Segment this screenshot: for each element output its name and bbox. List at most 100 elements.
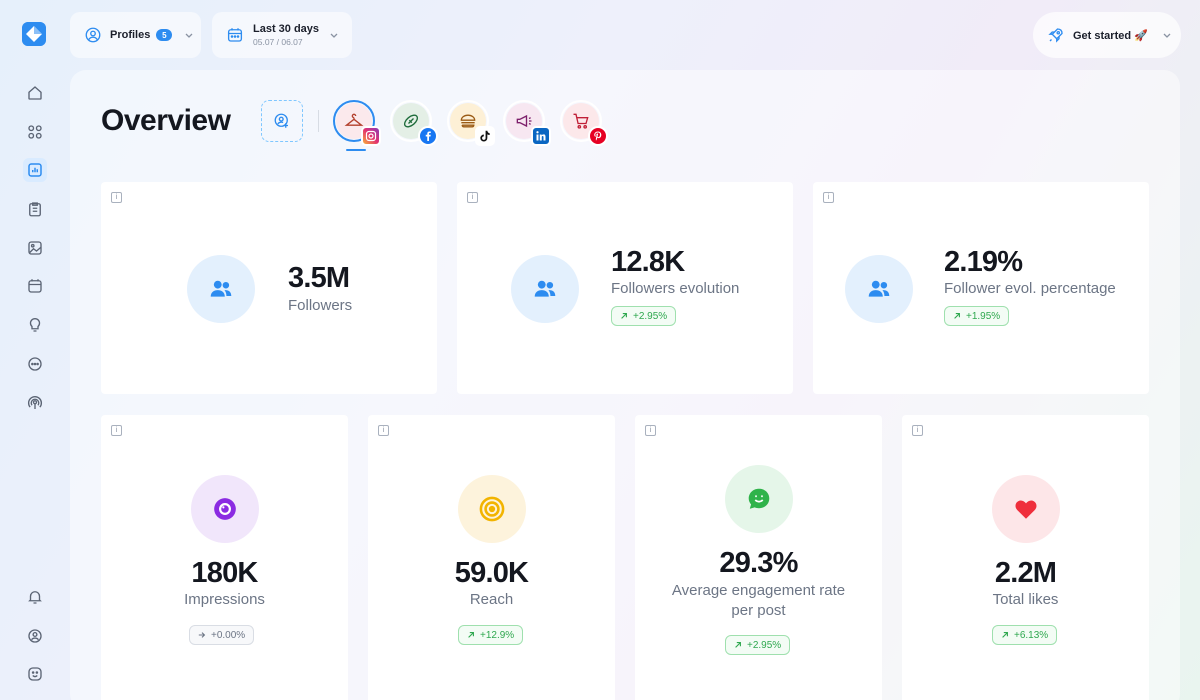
nav-bulb-icon[interactable]	[23, 313, 47, 337]
channel-pinterest[interactable]	[560, 100, 608, 146]
trend-badge: +2.95%	[725, 635, 791, 655]
follower-evol-percentage-value: 2.19%	[944, 246, 1023, 278]
impressions-value: 180K	[191, 557, 258, 589]
get-started-label: Get started 🚀	[1073, 29, 1148, 42]
channel-instagram[interactable]	[333, 100, 381, 146]
engagement-label-line2: per post	[731, 602, 786, 619]
nav-chat-icon[interactable]	[23, 352, 47, 376]
arrow-up-right-icon	[1002, 632, 1008, 638]
engagement-card: i 29.3% Average engagement rate per post…	[635, 415, 882, 700]
chat-bubble-icon	[725, 465, 793, 533]
nav-clipboard-icon[interactable]	[23, 197, 47, 221]
tiktok-icon	[475, 126, 495, 146]
linkedin-icon	[531, 126, 551, 146]
megaphone-icon	[516, 114, 532, 128]
facebook-icon	[418, 126, 438, 146]
nav-calendar-icon[interactable]	[23, 274, 47, 298]
nav-broadcast-icon[interactable]	[23, 391, 47, 415]
info-icon[interactable]: i	[111, 192, 122, 203]
sidebar	[0, 0, 70, 700]
users-icon	[845, 255, 913, 323]
main-panel: Overview	[70, 70, 1180, 700]
impressions-card: i 180K Impressions +0.00%	[101, 415, 348, 700]
instagram-icon	[361, 126, 381, 146]
total-likes-card: i 2.2M Total likes +6.13%	[902, 415, 1149, 700]
engagement-value: 29.3%	[719, 547, 798, 579]
nav-analytics-icon[interactable]	[23, 158, 47, 182]
arrow-up-right-icon	[468, 632, 474, 638]
rocket-icon	[1048, 28, 1063, 43]
follower-evol-percentage-card: i 2.19% Follower evol. percentage +1.95%	[813, 182, 1149, 394]
engagement-label-line1: Average engagement rate	[671, 582, 846, 599]
shopping-cart-icon	[573, 113, 589, 129]
heart-icon	[992, 475, 1060, 543]
profile-icon	[85, 27, 101, 43]
follower-evol-percentage-label: Follower evol. percentage	[944, 280, 1116, 297]
info-icon[interactable]: i	[467, 192, 478, 203]
football-icon	[403, 114, 419, 128]
get-started-button[interactable]: Get started 🚀	[1033, 12, 1181, 58]
trend-value: +12.9%	[480, 629, 515, 641]
trend-value: +2.95%	[747, 639, 782, 651]
profiles-count-badge: 5	[156, 29, 173, 41]
eye-icon	[191, 475, 259, 543]
trend-badge: +6.13%	[992, 625, 1058, 645]
impressions-label: Impressions	[184, 591, 265, 608]
reach-value: 59.0K	[454, 557, 529, 589]
chevron-down-icon	[330, 33, 338, 38]
calendar-icon	[227, 28, 243, 42]
followers-card: i 3.5M Followers	[101, 182, 437, 394]
channel-linkedin[interactable]	[503, 100, 551, 146]
trend-value: +2.95%	[633, 310, 668, 322]
info-icon[interactable]: i	[823, 192, 834, 203]
nav-user-icon[interactable]	[23, 624, 47, 648]
target-icon	[458, 475, 526, 543]
arrow-up-right-icon	[954, 313, 960, 319]
app-logo[interactable]	[22, 22, 46, 46]
divider	[318, 110, 319, 132]
hanger-icon	[344, 113, 364, 126]
nav-smile-icon[interactable]	[23, 662, 47, 686]
nav-bell-icon[interactable]	[23, 585, 47, 609]
page-title: Overview	[101, 104, 231, 137]
burger-icon	[460, 114, 476, 128]
date-range-dropdown[interactable]: Last 30 days 05.07 / 06.07	[212, 12, 352, 58]
chevron-down-icon	[185, 33, 193, 38]
info-icon[interactable]: i	[111, 425, 122, 436]
trend-value: +1.95%	[966, 310, 1001, 322]
users-icon	[511, 255, 579, 323]
info-icon[interactable]: i	[378, 425, 389, 436]
add-profile-button[interactable]	[261, 100, 303, 142]
chevron-down-icon	[1163, 33, 1171, 38]
date-range-label: Last 30 days	[253, 23, 320, 35]
users-icon	[187, 255, 255, 323]
arrow-up-right-icon	[735, 642, 741, 648]
total-likes-label: Total likes	[992, 591, 1059, 608]
date-range-sub: 05.07 / 06.07	[253, 37, 303, 47]
channel-facebook[interactable]	[390, 100, 438, 146]
trend-badge: +12.9%	[458, 625, 524, 645]
followers-evolution-card: i 12.8K Followers evolution +2.95%	[457, 182, 793, 394]
nav-grid-icon[interactable]	[23, 120, 47, 144]
nav-image-icon[interactable]	[23, 236, 47, 260]
add-profile-icon	[274, 113, 288, 128]
followers-evolution-label: Followers evolution	[611, 280, 740, 297]
profiles-dropdown[interactable]: Profiles 5	[70, 12, 201, 58]
followers-label: Followers	[288, 297, 353, 314]
trend-badge: +0.00%	[189, 625, 255, 645]
trend-value: +6.13%	[1014, 629, 1049, 641]
pinterest-icon	[588, 126, 608, 146]
followers-value: 3.5M	[288, 262, 350, 294]
reach-label: Reach	[469, 591, 514, 608]
nav-home-icon[interactable]	[23, 81, 47, 105]
info-icon[interactable]: i	[645, 425, 656, 436]
arrow-up-right-icon	[621, 313, 627, 319]
channel-tiktok[interactable]	[447, 100, 495, 146]
trend-badge: +1.95%	[944, 306, 1010, 326]
selected-channel-indicator	[346, 149, 366, 151]
trend-badge: +2.95%	[611, 306, 677, 326]
arrow-right-icon	[198, 632, 206, 638]
trend-value: +0.00%	[211, 629, 246, 641]
info-icon[interactable]: i	[912, 425, 923, 436]
reach-card: i 59.0K Reach +12.9%	[368, 415, 615, 700]
